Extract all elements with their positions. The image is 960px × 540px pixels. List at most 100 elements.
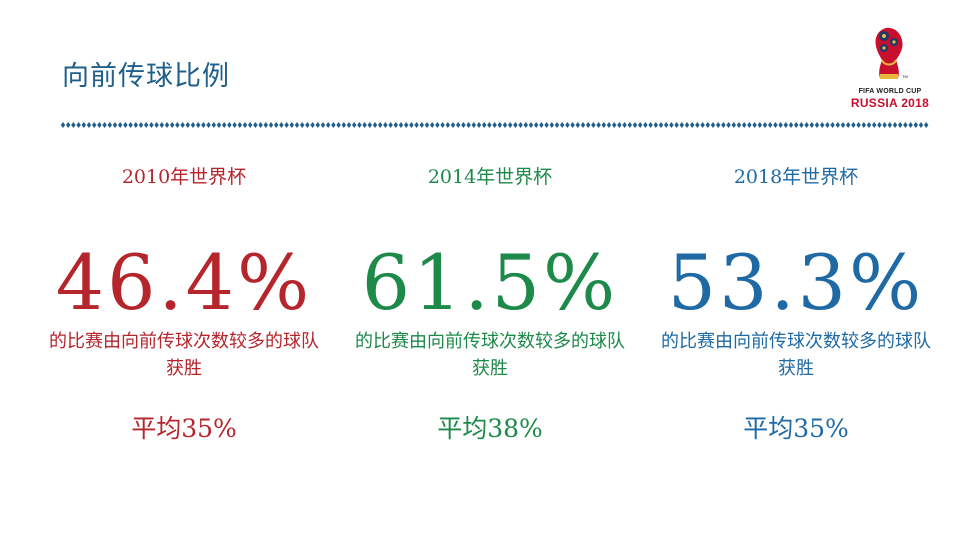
divider-diamond xyxy=(305,122,310,128)
divider-diamond xyxy=(716,122,721,128)
divider-diamond xyxy=(534,122,539,128)
divider-diamond xyxy=(450,122,456,128)
divider-diamond xyxy=(211,122,216,128)
divider-diamond xyxy=(814,122,820,128)
divider-diamond xyxy=(170,122,175,128)
divider-diamond xyxy=(60,122,66,128)
divider-diamond xyxy=(783,122,788,128)
divider-diamond xyxy=(622,122,627,128)
divider-diamond xyxy=(71,122,76,128)
divider-diamond xyxy=(175,122,180,128)
divider-diamond xyxy=(788,122,794,128)
divider-diamond xyxy=(892,122,898,128)
divider-diamond xyxy=(830,122,835,128)
divider-diamond xyxy=(840,122,846,128)
divider-diamond xyxy=(866,122,872,128)
divider-diamond xyxy=(466,122,471,128)
divider-diamond xyxy=(809,122,814,128)
divider-diamond xyxy=(237,122,242,128)
divider-diamond xyxy=(851,122,856,128)
divider-diamond xyxy=(638,122,643,128)
divider-diamond xyxy=(248,122,253,128)
divider-diamond xyxy=(180,122,185,128)
column-description: 的比赛由向前传球次数较多的球队获胜 xyxy=(355,331,625,379)
svg-text:TM: TM xyxy=(902,74,908,79)
divider-diamond xyxy=(258,122,263,128)
divider-diamond xyxy=(513,122,518,128)
logo-line1: FIFA WORLD CUP xyxy=(858,88,922,95)
divider-diamond xyxy=(310,122,315,128)
divider-diamond xyxy=(196,122,201,128)
column-year: 2018年世界杯 xyxy=(733,166,859,188)
divider-diamond xyxy=(643,122,648,128)
divider-diamond xyxy=(700,122,705,128)
divider-diamond xyxy=(664,122,669,128)
divider-diamond xyxy=(76,122,81,128)
divider-diamond xyxy=(159,122,164,128)
divider-diamond xyxy=(456,122,461,128)
divider-diamond xyxy=(898,122,903,128)
divider-diamond xyxy=(669,122,674,128)
divider-diamond xyxy=(253,122,258,128)
divider-diamond xyxy=(695,122,700,128)
divider-diamond xyxy=(705,122,710,128)
column-2010: 2010年世界杯 46.4% 的比赛由向前传球次数较多的球队获胜 平均35% xyxy=(34,162,334,445)
divider-diamond xyxy=(300,122,305,128)
divider-diamond xyxy=(768,122,773,128)
divider-diamond xyxy=(164,122,170,128)
divider-diamond xyxy=(903,122,908,128)
divider-diamond xyxy=(118,122,123,128)
divider-diamond xyxy=(601,122,606,128)
divider-diamond xyxy=(414,122,419,128)
world-cup-trophy-icon: TM xyxy=(875,27,908,79)
divider-diamond xyxy=(575,122,580,128)
divider-diamond xyxy=(887,122,892,128)
divider-diamond xyxy=(430,122,435,128)
divider-diamond xyxy=(773,122,778,128)
divider-diamond xyxy=(882,122,887,128)
divider-diamond xyxy=(731,122,736,128)
divider-diamond xyxy=(66,122,71,128)
divider-diamond xyxy=(762,122,768,128)
divider-diamond xyxy=(144,122,149,128)
divider-diamond xyxy=(549,122,554,128)
divider-diamond xyxy=(185,122,190,128)
divider-diamond xyxy=(102,122,107,128)
divider-diamond xyxy=(580,122,586,128)
divider-diamond xyxy=(747,122,752,128)
divider-diamond xyxy=(565,122,570,128)
divider-diamond xyxy=(409,122,414,128)
column-average: 平均35% xyxy=(743,414,849,443)
divider-diamond xyxy=(440,122,445,128)
divider-diamond xyxy=(232,122,237,128)
divider-diamond xyxy=(877,122,882,128)
divider-diamond xyxy=(539,122,544,128)
divider-diamond xyxy=(684,122,690,128)
divider-diamond xyxy=(690,122,695,128)
column-percentage: 53.3% xyxy=(667,238,925,327)
divider-diamond xyxy=(128,122,133,128)
divider-diamond xyxy=(206,122,211,128)
divider-diamond xyxy=(123,122,128,128)
column-percentage: 61.5% xyxy=(361,238,619,327)
column-average: 平均38% xyxy=(437,414,543,443)
divider-diamond xyxy=(383,122,388,128)
column-description: 的比赛由向前传球次数较多的球队获胜 xyxy=(661,331,931,379)
divider-diamond xyxy=(419,122,424,128)
column-2018: 2018年世界杯 53.3% 的比赛由向前传球次数较多的球队获胜 平均35% xyxy=(646,162,946,445)
divider-diamond xyxy=(586,122,591,128)
divider-diamond xyxy=(97,122,102,128)
divider-diamond xyxy=(648,122,653,128)
divider-diamond xyxy=(606,122,612,128)
divider-diamond xyxy=(757,122,762,128)
divider-diamond xyxy=(336,122,341,128)
divider-diamond xyxy=(149,122,154,128)
divider-diamond xyxy=(190,122,196,128)
divider-diamond xyxy=(263,122,268,128)
divider-diamond xyxy=(632,122,638,128)
divider-diamond xyxy=(274,122,279,128)
divider-diamond xyxy=(721,122,726,128)
divider-diamond xyxy=(674,122,679,128)
divider-diamond xyxy=(476,122,482,128)
divider-diamond xyxy=(284,122,289,128)
